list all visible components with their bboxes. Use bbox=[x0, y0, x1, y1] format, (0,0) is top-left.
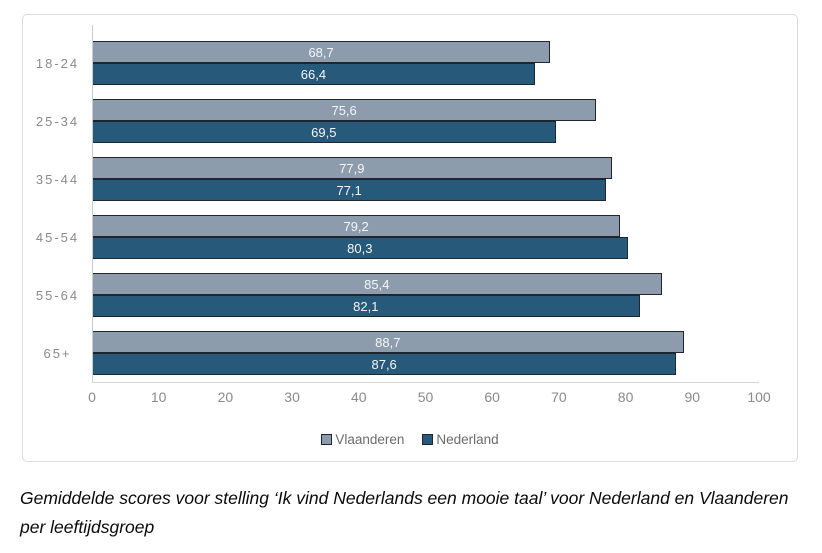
bar-pair: 68,7 66,4 bbox=[92, 41, 759, 85]
category-label: 25-34 bbox=[35, 113, 80, 129]
bar-value-label: 85,4 bbox=[364, 276, 390, 292]
bar-value-label: 82,1 bbox=[353, 298, 379, 314]
x-axis-tick-label: 30 bbox=[284, 389, 300, 405]
legend-label: Vlaanderen bbox=[335, 431, 405, 447]
bar-value-label: 77,1 bbox=[336, 182, 362, 198]
bar-value-label: 68,7 bbox=[308, 44, 334, 60]
legend-item-vlaanderen: Vlaanderen bbox=[321, 432, 404, 447]
bar-value-label: 79,2 bbox=[343, 218, 369, 234]
bar-nederland: 82,1 bbox=[92, 295, 640, 317]
x-axis-tick-label: 40 bbox=[351, 389, 367, 405]
x-axis-tick-label: 60 bbox=[484, 389, 500, 405]
x-axis-tick-label: 90 bbox=[684, 389, 701, 405]
bar-vlaanderen: 85,4 bbox=[92, 273, 662, 295]
bar-value-label: 77,9 bbox=[339, 160, 365, 176]
bar-pair: 85,4 82,1 bbox=[92, 273, 759, 317]
bar-vlaanderen: 79,2 bbox=[92, 215, 621, 237]
bar-vlaanderen: 77,9 bbox=[92, 157, 612, 179]
bar-group: 45-54 79,2 80,3 bbox=[23, 208, 759, 266]
legend-item-nederland: Nederland bbox=[422, 431, 499, 447]
bar-value-label: 66,4 bbox=[300, 66, 327, 82]
category-label: 18-24 bbox=[35, 55, 80, 71]
x-axis-tick-label: 20 bbox=[217, 389, 234, 405]
bar-nederland: 69,5 bbox=[92, 121, 556, 143]
bar-vlaanderen: 75,6 bbox=[92, 99, 597, 121]
caption: Gemiddelde scores voor stelling ‘Ik vind… bbox=[20, 488, 789, 537]
x-axis-tick-label: 100 bbox=[747, 389, 771, 405]
bar-group: 65+ 88,7 87,6 bbox=[23, 324, 759, 382]
bar-pair: 79,2 80,3 bbox=[92, 215, 759, 259]
bar-nederland: 87,6 bbox=[92, 353, 677, 375]
bar-vlaanderen: 88,7 bbox=[92, 331, 684, 353]
category-label: 55-64 bbox=[35, 287, 80, 303]
bar-nederland: 77,1 bbox=[92, 179, 607, 201]
x-axis-line bbox=[92, 382, 759, 383]
legend-swatch-vlaanderen bbox=[321, 433, 333, 445]
category-label: 45-54 bbox=[35, 229, 80, 245]
bar-value-label: 88,7 bbox=[375, 334, 401, 350]
bar-group: 25-34 75,6 69,5 bbox=[23, 92, 759, 150]
bar-value-label: 69,5 bbox=[311, 124, 337, 140]
chart: 18-24 68,7 66,4 25-34 75,6 69,5 35-44 77,9 77,1 4… bbox=[22, 14, 798, 462]
category-label: 65+ bbox=[43, 345, 72, 361]
bar-group: 55-64 85,4 82,1 bbox=[23, 266, 759, 324]
bar-value-label: 87,6 bbox=[371, 356, 397, 372]
plot-area: 18-24 68,7 66,4 25-34 75,6 69,5 35-44 77,9 77,1 4… bbox=[23, 34, 759, 382]
bar-group: 18-24 68,7 66,4 bbox=[23, 34, 759, 92]
bar-vlaanderen: 68,7 bbox=[92, 41, 551, 63]
bar-pair: 88,7 87,6 bbox=[92, 331, 759, 375]
bar-pair: 77,9 77,1 bbox=[92, 157, 759, 201]
x-axis-tick-label: 0 bbox=[88, 389, 96, 405]
bar-pair: 75,6 69,5 bbox=[92, 99, 759, 143]
bar-nederland: 80,3 bbox=[92, 237, 628, 259]
x-axis-tick-label: 70 bbox=[551, 389, 567, 405]
category-label: 35-44 bbox=[35, 171, 80, 187]
legend-label: Nederland bbox=[436, 431, 499, 447]
bar-group: 35-44 77,9 77,1 bbox=[23, 150, 759, 208]
x-axis-tick-label: 80 bbox=[617, 389, 634, 405]
y-axis-line bbox=[92, 25, 93, 382]
bar-value-label: 75,6 bbox=[331, 102, 357, 118]
bar-value-label: 80,3 bbox=[347, 240, 373, 256]
legend: Vlaanderen Nederland bbox=[23, 429, 797, 449]
bar-nederland: 66,4 bbox=[92, 63, 535, 85]
x-axis-tick-label: 10 bbox=[150, 389, 167, 405]
legend-swatch-nederland bbox=[422, 433, 434, 445]
x-axis: 0 10 20 30 40 50 60 70 80 90 100 bbox=[88, 389, 771, 409]
x-axis-tick-label: 50 bbox=[417, 389, 434, 405]
